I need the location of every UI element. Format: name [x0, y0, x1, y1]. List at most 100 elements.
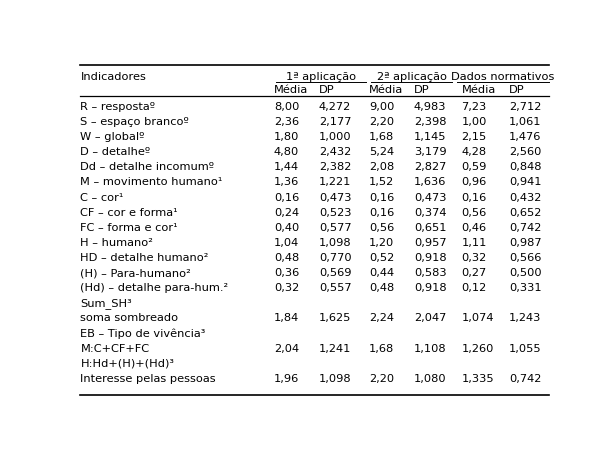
Text: 0,48: 0,48	[369, 283, 394, 293]
Text: 0,473: 0,473	[414, 192, 446, 202]
Text: 0,16: 0,16	[369, 207, 394, 217]
Text: soma sombreado: soma sombreado	[80, 313, 178, 323]
Text: 0,742: 0,742	[509, 373, 541, 383]
Text: 0,941: 0,941	[509, 177, 541, 187]
Text: 0,56: 0,56	[462, 207, 487, 217]
Text: 1,098: 1,098	[319, 373, 351, 383]
Text: 1ª aplicação: 1ª aplicação	[286, 72, 356, 82]
Text: W – globalº: W – globalº	[80, 132, 145, 142]
Text: 1,68: 1,68	[369, 343, 394, 353]
Text: 1,68: 1,68	[369, 132, 394, 142]
Text: 0,16: 0,16	[369, 192, 394, 202]
Text: D – detalheº: D – detalheº	[80, 147, 151, 157]
Text: 2,20: 2,20	[369, 373, 394, 383]
Text: 1,476: 1,476	[509, 132, 541, 142]
Text: Média: Média	[369, 85, 403, 95]
Text: 0,918: 0,918	[414, 253, 446, 262]
Text: 1,36: 1,36	[274, 177, 299, 187]
Text: C – cor¹: C – cor¹	[80, 192, 124, 202]
Text: CF – cor e forma¹: CF – cor e forma¹	[80, 207, 178, 217]
Text: H – humano²: H – humano²	[80, 237, 153, 247]
Text: 0,987: 0,987	[509, 237, 541, 247]
Text: 0,569: 0,569	[319, 267, 351, 277]
Text: 1,243: 1,243	[509, 313, 541, 323]
Text: 3,179: 3,179	[414, 147, 446, 157]
Text: 1,145: 1,145	[414, 132, 446, 142]
Text: 1,80: 1,80	[274, 132, 299, 142]
Text: 4,28: 4,28	[462, 147, 487, 157]
Text: 0,27: 0,27	[462, 267, 487, 277]
Text: 2,047: 2,047	[414, 313, 446, 323]
Text: Sum_SH³: Sum_SH³	[80, 297, 132, 308]
Text: 0,523: 0,523	[319, 207, 351, 217]
Text: 0,583: 0,583	[414, 267, 446, 277]
Text: 0,918: 0,918	[414, 283, 446, 293]
Text: 1,52: 1,52	[369, 177, 394, 187]
Text: 0,374: 0,374	[414, 207, 446, 217]
Text: 4,983: 4,983	[414, 101, 446, 111]
Text: 1,335: 1,335	[462, 373, 494, 383]
Text: 0,46: 0,46	[462, 222, 487, 232]
Text: 0,59: 0,59	[462, 162, 487, 172]
Text: 2,15: 2,15	[462, 132, 487, 142]
Text: DP: DP	[509, 85, 525, 95]
Text: 2,382: 2,382	[319, 162, 351, 172]
Text: 1,636: 1,636	[414, 177, 446, 187]
Text: 2ª aplicação: 2ª aplicação	[376, 72, 446, 82]
Text: 1,074: 1,074	[462, 313, 494, 323]
Text: 1,11: 1,11	[462, 237, 487, 247]
Text: HD – detalhe humano²: HD – detalhe humano²	[80, 253, 209, 262]
Text: 0,36: 0,36	[274, 267, 299, 277]
Text: 1,000: 1,000	[319, 132, 351, 142]
Text: 1,260: 1,260	[462, 343, 494, 353]
Text: 1,625: 1,625	[319, 313, 351, 323]
Text: 1,00: 1,00	[462, 117, 487, 127]
Text: 2,827: 2,827	[414, 162, 446, 172]
Text: EB – Tipo de vivência³: EB – Tipo de vivência³	[80, 327, 206, 338]
Text: Média: Média	[462, 85, 496, 95]
Text: 2,560: 2,560	[509, 147, 541, 157]
Text: 0,16: 0,16	[274, 192, 299, 202]
Text: 1,44: 1,44	[274, 162, 299, 172]
Text: 1,080: 1,080	[414, 373, 446, 383]
Text: 0,32: 0,32	[462, 253, 487, 262]
Text: 0,848: 0,848	[509, 162, 541, 172]
Text: 0,500: 0,500	[509, 267, 541, 277]
Text: Interesse pelas pessoas: Interesse pelas pessoas	[80, 373, 216, 383]
Text: 0,56: 0,56	[369, 222, 394, 232]
Text: 1,061: 1,061	[509, 117, 541, 127]
Text: Dd – detalhe incomumº: Dd – detalhe incomumº	[80, 162, 215, 172]
Text: 1,098: 1,098	[319, 237, 351, 247]
Text: 4,80: 4,80	[274, 147, 299, 157]
Text: M – movimento humano¹: M – movimento humano¹	[80, 177, 223, 187]
Text: 0,577: 0,577	[319, 222, 351, 232]
Text: 0,331: 0,331	[509, 283, 541, 293]
Text: 1,04: 1,04	[274, 237, 299, 247]
Text: 8,00: 8,00	[274, 101, 299, 111]
Text: S – espaço brancoº: S – espaço brancoº	[80, 117, 189, 127]
Text: 0,432: 0,432	[509, 192, 541, 202]
Text: Dados normativos: Dados normativos	[451, 72, 555, 82]
Text: 0,473: 0,473	[319, 192, 351, 202]
Text: DP: DP	[414, 85, 430, 95]
Text: 0,770: 0,770	[319, 253, 351, 262]
Text: 2,24: 2,24	[369, 313, 394, 323]
Text: 1,241: 1,241	[319, 343, 351, 353]
Text: 4,272: 4,272	[319, 101, 351, 111]
Text: 0,16: 0,16	[462, 192, 487, 202]
Text: (Hd) – detalhe para-hum.²: (Hd) – detalhe para-hum.²	[80, 283, 229, 293]
Text: 0,957: 0,957	[414, 237, 446, 247]
Text: 2,04: 2,04	[274, 343, 299, 353]
Text: FC – forma e cor¹: FC – forma e cor¹	[80, 222, 178, 232]
Text: 2,432: 2,432	[319, 147, 351, 157]
Text: 0,32: 0,32	[274, 283, 299, 293]
Text: 1,108: 1,108	[414, 343, 446, 353]
Text: 0,557: 0,557	[319, 283, 351, 293]
Text: DP: DP	[319, 85, 335, 95]
Text: 0,652: 0,652	[509, 207, 541, 217]
Text: 1,20: 1,20	[369, 237, 394, 247]
Text: 0,40: 0,40	[274, 222, 299, 232]
Text: 0,52: 0,52	[369, 253, 394, 262]
Text: 5,24: 5,24	[369, 147, 394, 157]
Text: 9,00: 9,00	[369, 101, 394, 111]
